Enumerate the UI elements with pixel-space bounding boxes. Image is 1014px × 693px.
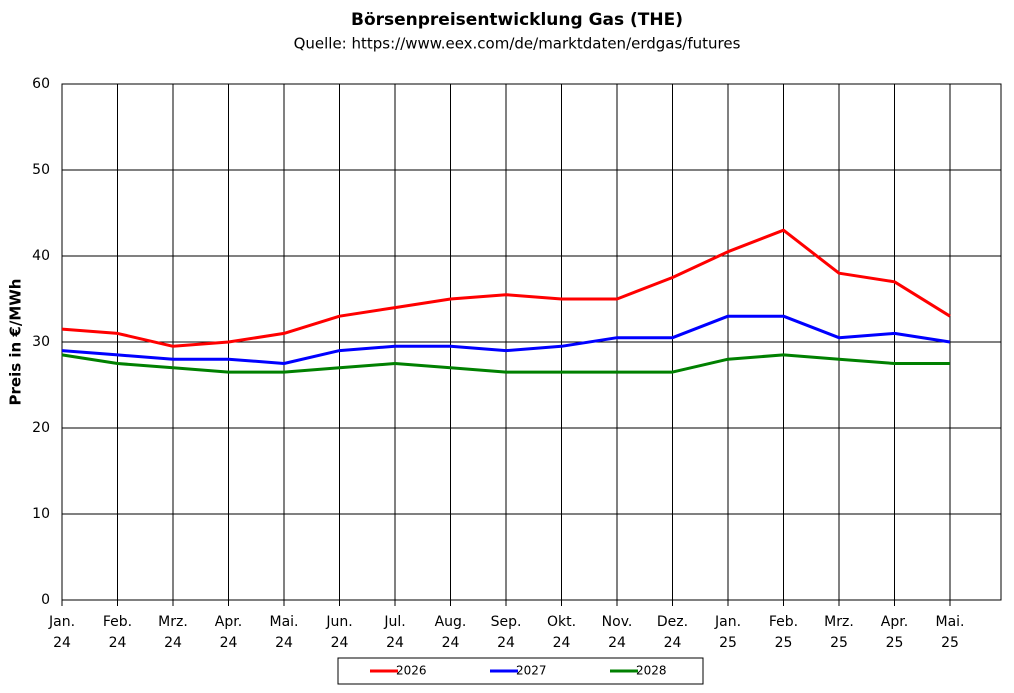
x-tick-label: Dez. 24 [656, 614, 689, 651]
x-tick-label: Feb. 24 [102, 614, 133, 651]
x-tick-label: Jun. 24 [326, 614, 353, 651]
x-tick-label: Mrz. 24 [158, 614, 188, 651]
chart-title: Börsenpreisentwicklung Gas (THE) [351, 10, 683, 30]
y-tick-label: 30 [32, 334, 50, 350]
x-tick-label: Mai. 24 [269, 614, 299, 651]
series-line [61, 353, 950, 374]
x-tick-label: Jan. 24 [48, 614, 76, 651]
x-tick-label: Apr. 24 [214, 614, 243, 651]
y-tick-label: 60 [32, 76, 50, 92]
legend-label: 2028 [636, 664, 667, 678]
x-tick-label: Feb. 25 [768, 614, 799, 651]
y-axis-label: Preis in €/MWh [7, 279, 25, 406]
x-tick-label: Sep. 24 [490, 614, 522, 651]
x-tick-label: Okt. 24 [546, 614, 577, 651]
x-tick-label: Jan. 25 [714, 614, 742, 651]
x-tick-label: Jul. 24 [384, 614, 406, 651]
series-line [61, 314, 951, 365]
series-line [61, 228, 951, 348]
legend-label: 2026 [396, 664, 427, 678]
x-tick-label: Aug. 24 [434, 614, 467, 651]
legend-box [337, 657, 704, 685]
x-tick-label: Mrz. 25 [824, 614, 854, 651]
y-tick-label: 50 [32, 162, 50, 178]
chart-subtitle: Quelle: https://www.eex.com/de/marktdate… [294, 35, 741, 53]
legend-label: 2027 [516, 664, 547, 678]
x-tick-label: Mai. 25 [935, 614, 965, 651]
y-tick-label: 10 [32, 506, 50, 522]
x-tick-label: Nov. 24 [601, 614, 633, 651]
y-tick-label: 20 [32, 420, 50, 436]
y-tick-label: 40 [32, 248, 50, 264]
y-tick-label: 0 [41, 592, 50, 608]
x-tick-label: Apr. 25 [880, 614, 909, 651]
